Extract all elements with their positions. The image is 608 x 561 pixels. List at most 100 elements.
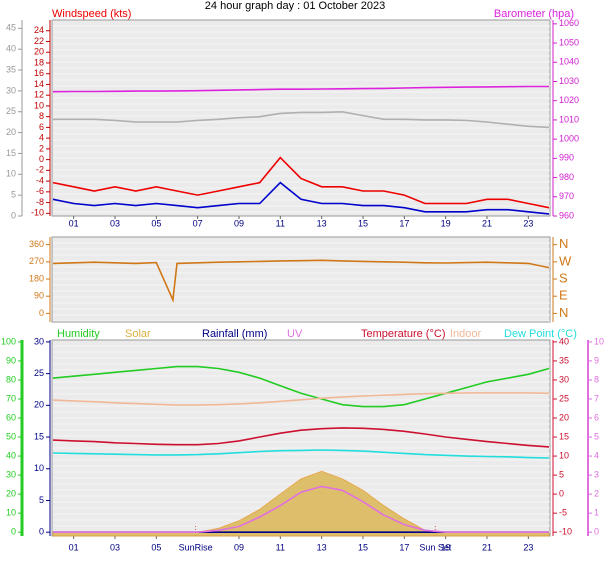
tick-label: 6 [594,412,599,422]
series-line [52,427,550,448]
tick-label: 1010 [559,114,579,124]
tick-label: 980 [559,172,574,182]
tick-label: 40 [6,44,16,54]
x-tick-label: 01 [69,542,79,552]
tick-label: 10 [6,508,16,518]
tick-label: 30 [6,469,16,479]
tick-label: 14 [34,79,44,89]
legend-label: Barometer (hpa) [494,8,574,20]
tick-label: 5 [39,495,44,505]
x-tick-label: 21 [482,542,492,552]
series-line [53,485,549,533]
tick-label: 20 [6,127,16,137]
tick-label: 15 [559,431,569,441]
x-tick-label: 07 [193,218,203,228]
tick-label: 15 [34,431,44,441]
x-tick-label: 09 [234,218,244,228]
chart-title: 24 hour graph day : 01 October 2023 [205,0,385,12]
tick-label: 10 [594,336,604,346]
tick-label: W [559,253,572,268]
tick-label: 1040 [559,57,579,67]
series-line [52,156,550,209]
tick-label: 5 [559,469,564,479]
tick-label: -6 [36,186,44,196]
x-tick-label: 11 [276,542,285,552]
tick-label: E [559,288,568,303]
tick-label: 30 [6,85,16,95]
x-tick-label: 19 [441,542,451,552]
x-tick-label: 23 [523,542,533,552]
series-line [53,110,550,129]
legend-label: Dew Point (°C) [504,328,577,340]
tick-label: -8 [36,197,44,207]
tick-label: 25 [559,393,569,403]
tick-label: 45 [6,23,16,33]
series-line [52,365,550,408]
tick-label: N [559,236,568,251]
x-tick-label: 01 [69,218,79,228]
tick-label: 10 [34,463,44,473]
x-tick-label: 23 [523,218,533,228]
tick-label: 8 [594,374,599,384]
tick-label: 1050 [559,37,579,47]
x-tick-label: 13 [317,542,327,552]
tick-label: 1060 [559,18,579,28]
legend-label: Windspeed (kts) [52,8,131,20]
tick-label: 90 [34,291,44,301]
legend-label: Solar [125,328,151,340]
tick-label: 20 [559,412,569,422]
tick-label: 2 [594,489,599,499]
tick-label: 80 [6,374,16,384]
tick-label: 25 [6,106,16,116]
legend-label: Rainfall (mm) [202,328,267,340]
tick-label: 180 [29,273,44,283]
tick-label: 50 [6,431,16,441]
x-tick-label: 17 [399,542,409,552]
tick-label: 0 [39,527,44,537]
tick-label: 70 [6,393,16,403]
tick-label: 40 [559,336,569,346]
series-line [52,392,550,406]
tick-label: 90 [6,355,16,365]
tick-label: S [559,270,568,285]
legend-label: UV [287,328,303,340]
sun-label: Sun Set [419,542,452,552]
tick-label: 960 [559,210,574,220]
series-line [52,85,549,93]
tick-label: N [559,305,568,320]
legend-label: Humidity [57,328,100,340]
tick-label: 970 [559,191,574,201]
tick-label: 1 [594,508,599,518]
x-tick-label: 05 [151,218,161,228]
tick-label: 60 [6,412,16,422]
tick-label: -5 [559,508,567,518]
tick-label: 20 [34,400,44,410]
x-tick-label: 17 [399,218,409,228]
tick-label: 0 [39,308,44,318]
x-tick-label: 21 [482,218,492,228]
tick-label: 9 [594,355,599,365]
tick-label: 1030 [559,76,579,86]
tick-label: 7 [594,393,599,403]
tick-label: 40 [6,450,16,460]
tick-label: 18 [34,57,44,67]
tick-label: 22 [34,36,44,46]
tick-label: 2 [39,143,44,153]
tick-label: 990 [559,153,574,163]
tick-label: 24 [34,25,44,35]
x-tick-label: 19 [441,218,451,228]
legend-label: Indoor [450,328,482,340]
sun-label: SunRise [179,542,213,552]
x-tick-label: 09 [234,542,244,552]
x-tick-label: 03 [110,218,120,228]
tick-label: 12 [34,90,44,100]
tick-label: 20 [34,47,44,57]
tick-label: 6 [39,122,44,132]
tick-label: 15 [6,148,16,158]
tick-label: 0 [11,210,16,220]
series-line [52,259,550,304]
tick-label: 1000 [559,134,579,144]
x-tick-label: 15 [358,218,368,228]
tick-label: 25 [34,368,44,378]
